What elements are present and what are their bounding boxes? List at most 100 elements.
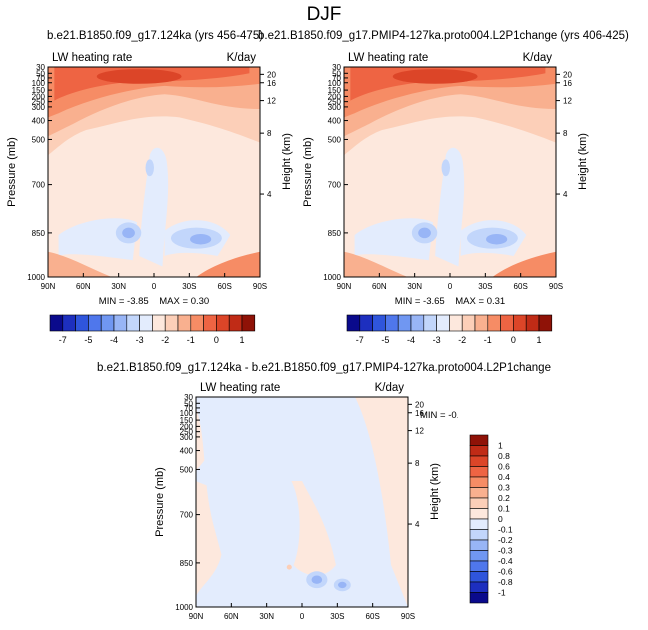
- y-axis-title-right: Height (km): [577, 133, 589, 190]
- colorbar-swatch: [469, 508, 489, 520]
- colorbar-swatch: [469, 560, 489, 572]
- chart-title-1: b.e21.B1850.f09_g17.124ka (yrs 456-475): [46, 30, 264, 42]
- pressure-tick-label: 30: [36, 63, 45, 72]
- pressure-tick-label: 250: [328, 98, 342, 107]
- colorbar-swatch: [88, 314, 102, 332]
- min-max-caption: MAX =: [450, 296, 487, 307]
- pressure-tick-label: 250: [180, 428, 194, 437]
- diff-cool-2-core: [338, 581, 347, 589]
- diff-warm-north: [196, 407, 222, 597]
- diff-warm-spot: [286, 564, 292, 570]
- pressure-tick-label: 70: [184, 404, 193, 413]
- colorbar-swatch: [190, 314, 204, 332]
- height-tick-label: 12: [267, 97, 276, 106]
- heatmap-panel-127ka: LW heating rate K/day30507010015020025030…: [302, 52, 589, 307]
- colorbar-swatch: [164, 314, 179, 332]
- contour-peak: [96, 69, 182, 84]
- latitude-tick-label: 90N: [41, 282, 56, 291]
- max-value: 0.30: [191, 296, 210, 307]
- diff-cool-1-core: [311, 575, 323, 584]
- pressure-tick-label: 150: [180, 416, 194, 425]
- contour-blue-3: [441, 159, 450, 177]
- colorbar-label: -5: [381, 335, 389, 345]
- colorbar-label: -1: [187, 335, 195, 345]
- min-value: -3.65: [423, 296, 450, 307]
- colorbar-swatch: [474, 314, 489, 332]
- chart-title-2: b.e21.B1850.f09_g17.PMIP4-127ka.proto004…: [258, 30, 629, 42]
- latitude-tick-label: 0: [152, 282, 157, 291]
- latitude-tick-label: 0: [448, 282, 453, 291]
- colorbar-label: -3: [136, 335, 144, 345]
- latitude-tick-label: 60S: [218, 282, 232, 291]
- colorbar-swatch: [75, 314, 89, 332]
- min-max-label: MIN = -0.31 MAX = 0.12: [420, 410, 458, 421]
- colorbar-label: 0.8: [498, 451, 510, 461]
- colorbar-swatch: [469, 581, 489, 593]
- height-tick-label: 20: [415, 400, 424, 409]
- colorbar-label: -1: [484, 335, 492, 345]
- heatmap-panel-difference: LW heating rate K/day30507010015020025030…: [154, 382, 458, 621]
- colorbar-swatch: [49, 314, 64, 332]
- surface-warm-south: [492, 251, 556, 277]
- colorbar-swatch: [525, 314, 540, 332]
- colorbar-swatch: [469, 497, 489, 509]
- colorbar-label: 0.6: [498, 462, 510, 472]
- colorbar-swatch: [241, 314, 256, 332]
- colorbar-label: 0: [214, 335, 219, 345]
- plot-right-label: K/day: [227, 52, 257, 64]
- colorbar-swatch: [487, 314, 501, 332]
- latitude-tick-label: 60N: [76, 282, 91, 291]
- min-max-label: MIN = -3.85 MAX = 0.30: [99, 296, 209, 307]
- colorbar-swatch: [461, 314, 476, 332]
- plot-right-label: K/day: [523, 52, 553, 64]
- pressure-tick-label: 100: [32, 79, 46, 88]
- height-tick-label: 4: [563, 190, 568, 199]
- colorbar-swatch: [372, 314, 386, 332]
- pressure-tick-label: 70: [332, 74, 341, 83]
- colorbar-label: 1: [498, 441, 503, 451]
- height-tick-label: 12: [563, 97, 572, 106]
- diff-cool-upper: [196, 418, 292, 488]
- pressure-tick-label: 700: [328, 181, 342, 190]
- page-title: DJF: [306, 4, 342, 25]
- colorbar-swatch: [62, 314, 76, 332]
- colorbar-swatch: [469, 592, 489, 604]
- heatmap-panel-124ka: LW heating rate K/day30507010015020025030…: [6, 52, 293, 307]
- plot-left-label: LW heating rate: [52, 52, 132, 64]
- height-tick-label: 4: [415, 520, 420, 529]
- colorbar-swatch: [469, 434, 489, 446]
- pressure-tick-label: 500: [32, 135, 46, 144]
- colorbar-top-right: -7 -5 -4 -3 -2 -1 0 1: [346, 314, 553, 345]
- pressure-tick-label: 200: [32, 92, 46, 101]
- height-tick-label: 8: [267, 129, 272, 138]
- colorbar-swatch: [469, 518, 489, 530]
- min-max-caption: MIN =: [395, 296, 423, 307]
- latitude-tick-label: 90S: [549, 282, 563, 291]
- latitude-tick-label: 30S: [330, 612, 344, 621]
- surface-warm-north: [48, 251, 112, 277]
- pressure-tick-label: 70: [36, 74, 45, 83]
- colorbar-label: -3: [433, 335, 441, 345]
- colorbar-label: -2: [161, 335, 169, 345]
- pressure-tick-label: 1000: [175, 603, 193, 612]
- pressure-tick-label: 300: [328, 103, 342, 112]
- colorbar-label: -0.8: [498, 577, 513, 587]
- height-tick-label: 8: [415, 459, 420, 468]
- pressure-tick-label: 300: [32, 103, 46, 112]
- plot-right-label: K/day: [375, 382, 405, 394]
- latitude-tick-label: 30N: [407, 282, 422, 291]
- colorbar-label: -5: [84, 335, 92, 345]
- pressure-tick-label: 1000: [323, 273, 341, 282]
- colorbar-swatch: [500, 314, 514, 332]
- colorbar-swatch: [228, 314, 243, 332]
- colorbar-top-left: -7 -5 -4 -3 -2 -1 0 1: [49, 314, 256, 345]
- pressure-tick-label: 30: [184, 393, 193, 402]
- contour-blue-3: [145, 159, 154, 177]
- y-axis-title-right: Height (km): [429, 463, 441, 520]
- colorbar-swatch: [397, 314, 412, 332]
- min-value: -0.31: [448, 410, 458, 421]
- height-tick-label: 16: [267, 79, 276, 88]
- tropical-column: [139, 147, 169, 267]
- min-max-caption: MIN =: [420, 410, 448, 421]
- colorbar-swatch: [436, 314, 450, 332]
